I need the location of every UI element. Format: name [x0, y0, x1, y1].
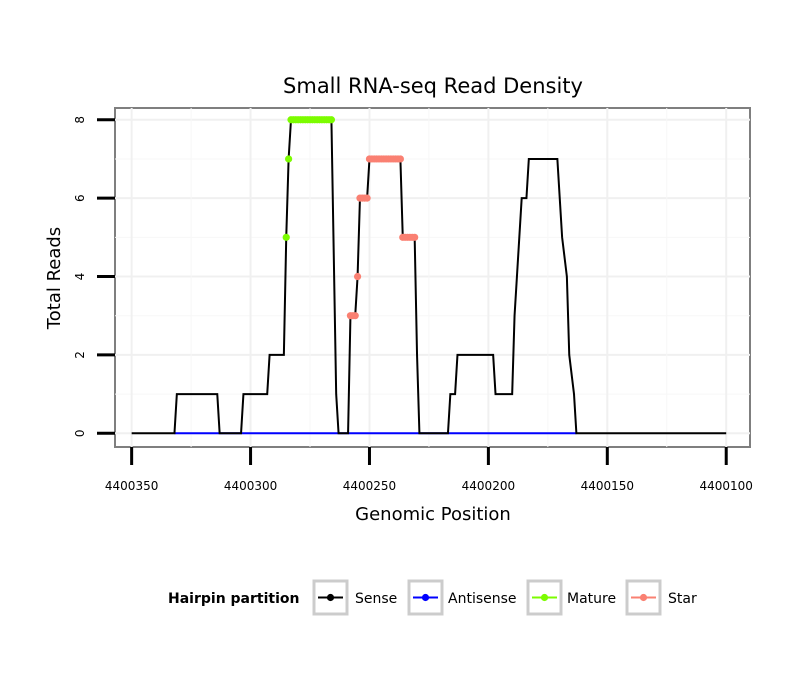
x-axis-title: Genomic Position	[355, 504, 511, 525]
chart-title: Small RNA-seq Read Density	[283, 74, 583, 98]
y-axis-title: Total Reads	[44, 227, 65, 330]
grid-lines	[115, 108, 750, 447]
data-point-mature	[282, 233, 290, 241]
series-points	[282, 116, 419, 320]
x-axis: 4400350 4400300 4400250 4400200 4400150 44001…	[105, 447, 753, 493]
data-point-star	[396, 155, 404, 163]
x-tick-label: 4400200	[462, 479, 515, 493]
y-tick-label: 6	[73, 194, 87, 202]
data-point-star	[353, 272, 362, 281]
legend-item-sense: Sense	[312, 579, 397, 616]
x-tick-label: 4400350	[105, 479, 158, 493]
data-point-mature	[327, 116, 336, 124]
legend-label: Mature	[567, 591, 616, 607]
legend-label: Antisense	[448, 591, 517, 607]
legend-label: Sense	[355, 591, 397, 607]
legend: Hairpin partition Sense Antisense Mature St…	[168, 579, 697, 616]
legend-key-point	[421, 593, 430, 602]
x-tick-label: 4400150	[581, 479, 634, 493]
data-point-star	[363, 194, 371, 202]
legend-key-point	[540, 593, 549, 602]
data-point-star	[411, 233, 419, 241]
x-tick-label: 4400300	[224, 479, 277, 493]
legend-item-antisense: Antisense	[407, 579, 517, 616]
legend-key-point	[326, 593, 335, 602]
data-point-star	[351, 312, 359, 320]
y-tick-label: 8	[73, 116, 87, 124]
y-tick-label: 4	[73, 273, 87, 281]
legend-label: Star	[668, 591, 697, 607]
data-point-mature	[285, 155, 293, 163]
y-tick-label: 0	[73, 429, 87, 437]
legend-item-mature: Mature	[526, 579, 616, 616]
legend-item-star: Star	[625, 579, 697, 616]
y-tick-label: 2	[73, 351, 87, 359]
x-tick-label: 4400100	[699, 479, 752, 493]
y-axis: 0 2 4 6 8	[73, 116, 115, 437]
legend-key-point	[639, 593, 648, 602]
x-tick-label: 4400250	[343, 479, 396, 493]
legend-title: Hairpin partition	[168, 591, 299, 607]
